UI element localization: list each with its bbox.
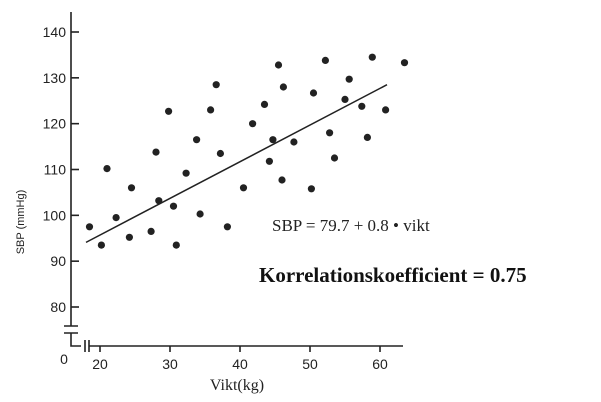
data-point: [193, 136, 201, 144]
y-tick-label: 80: [50, 299, 66, 315]
axis-corner: [70, 333, 81, 347]
data-point: [326, 129, 334, 137]
regression-line: [85, 84, 388, 244]
regression-equation: SBP = 79.7 + 0.8 • vikt: [272, 216, 430, 235]
chart-points: [85, 53, 409, 249]
y-tick-label: 120: [43, 116, 67, 132]
data-point: [216, 149, 224, 158]
x-axis-break: [84, 340, 90, 352]
y-axis-break: [64, 325, 78, 334]
x-tick-label: 40: [232, 356, 248, 372]
data-point: [321, 56, 329, 64]
x-tick-label: 20: [92, 356, 108, 372]
data-point: [307, 185, 315, 193]
data-point: [152, 148, 160, 156]
y-tick-label: 90: [50, 253, 66, 269]
data-point: [112, 214, 120, 222]
data-point: [358, 102, 366, 110]
data-point: [269, 136, 277, 144]
chart-regression: [85, 84, 388, 244]
data-point: [278, 176, 286, 184]
data-point: [207, 106, 215, 114]
chart-ticks: 80 90 100 110 120 130 140 20 30 40 50 60: [43, 24, 388, 372]
data-point: [125, 233, 133, 241]
data-point: [249, 120, 257, 128]
y-tick-label: 140: [43, 24, 67, 40]
chart-axes: [64, 12, 403, 352]
data-point: [345, 75, 353, 83]
data-point: [182, 169, 190, 177]
data-point: [165, 107, 173, 115]
data-point: [279, 83, 287, 91]
data-point: [85, 223, 94, 231]
y-tick-label: 130: [43, 70, 67, 86]
data-point: [400, 59, 409, 67]
data-point: [172, 241, 180, 249]
x-tick-label: 30: [162, 356, 178, 372]
data-point: [103, 165, 111, 173]
data-point: [382, 106, 390, 114]
correlation-coefficient: Korrelationskoefficient = 0.75: [259, 263, 527, 287]
data-point: [368, 53, 376, 61]
data-point: [274, 61, 283, 69]
origin-label: 0: [60, 351, 68, 367]
data-point: [169, 202, 178, 210]
data-point: [290, 138, 298, 146]
data-point: [330, 154, 339, 162]
y-axis-label: SBP (mmHg): [15, 190, 27, 255]
y-tick-label: 110: [44, 162, 67, 178]
x-tick-label: 50: [302, 356, 318, 372]
x-axis-label: Vikt(kg): [210, 377, 264, 394]
data-point: [212, 81, 220, 89]
data-point: [363, 133, 371, 141]
y-tick-label: 100: [43, 207, 67, 223]
data-point: [260, 100, 269, 108]
data-point: [147, 227, 155, 235]
data-point: [223, 223, 231, 231]
data-point: [196, 210, 204, 218]
data-point: [309, 89, 318, 97]
data-point: [97, 241, 105, 249]
x-tick-label: 60: [372, 356, 388, 372]
data-point: [127, 184, 136, 192]
data-point: [239, 184, 248, 192]
data-point: [341, 95, 349, 103]
data-point: [265, 157, 273, 165]
